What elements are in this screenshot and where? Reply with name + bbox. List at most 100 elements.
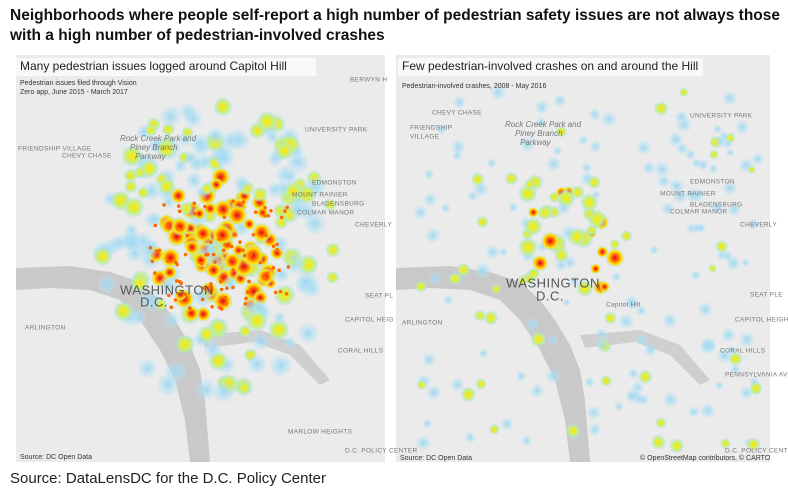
heat-spot: [424, 169, 435, 180]
heat-spot: [144, 123, 158, 137]
title: Neighborhoods where people self-report a…: [10, 7, 781, 44]
place-label: SEAT PL: [365, 293, 393, 300]
heat-dot: [243, 301, 248, 306]
heat-spot: [653, 101, 669, 116]
heat-spot: [527, 267, 540, 281]
heat-spot: [288, 198, 309, 219]
place-label: COLMAR MANOR: [670, 209, 727, 216]
heat-spot: [190, 133, 210, 153]
heat-spot: [562, 298, 571, 307]
heat-spot: [536, 117, 547, 127]
heat-spot: [552, 146, 563, 156]
heat-spot: [178, 133, 192, 147]
heat-spot: [609, 239, 621, 250]
heat-spot: [478, 349, 488, 359]
heat-dot: [174, 279, 179, 283]
heat-spot: [203, 201, 217, 216]
heat-spot: [620, 230, 633, 242]
heat-dot: [208, 240, 213, 244]
heat-spot: [474, 309, 486, 322]
heat-spot: [214, 147, 235, 169]
heat-spot: [252, 299, 268, 316]
map-subtitle: Zero app, June 2015 - March 2017: [20, 89, 128, 96]
heat-spot: [184, 239, 200, 256]
heat-spot: [174, 334, 195, 355]
heat-dot: [275, 242, 279, 247]
heading-bg: [398, 58, 703, 76]
heat-spot: [735, 120, 750, 135]
heat-spot: [661, 202, 675, 216]
heat-dot: [265, 271, 270, 275]
heat-dot: [211, 252, 216, 257]
heat-spot: [451, 139, 466, 154]
heat-spot: [452, 150, 463, 161]
heat-spot: [567, 227, 587, 247]
heat-dot: [179, 281, 184, 285]
heat-spot: [123, 196, 145, 218]
heat-dot: [249, 253, 253, 257]
heat-spot: [668, 131, 684, 147]
heat-spot: [708, 264, 717, 273]
heat-spot: [441, 203, 451, 214]
heat-spot: [599, 281, 610, 293]
heat-dot: [224, 301, 228, 306]
heat-dot: [175, 262, 180, 267]
heat-dot: [173, 298, 178, 302]
map-heading: Many pedestrian issues logged around Cap…: [20, 59, 287, 73]
heat-spot: [242, 244, 264, 267]
heat-spot: [719, 438, 731, 449]
heat-spot: [136, 186, 150, 199]
heat-spot: [520, 137, 535, 152]
heat-spot: [633, 393, 645, 404]
heat-spot: [709, 149, 719, 160]
heat-spot: [523, 217, 543, 236]
heat-dot: [238, 240, 242, 244]
heat-dot: [271, 244, 276, 248]
heat-dot: [204, 253, 208, 257]
heat-spot: [521, 435, 533, 446]
heat-spot: [163, 312, 180, 329]
heat-dot: [177, 209, 182, 214]
heat-dot: [222, 215, 227, 220]
heat-spot: [183, 109, 203, 128]
place-label: D.C.: [140, 294, 168, 309]
heat-spot: [708, 163, 719, 174]
heat-dot: [229, 244, 234, 249]
heat-spot: [721, 327, 736, 343]
heat-spot: [725, 148, 735, 157]
heat-dot: [210, 304, 214, 309]
place-label: BLADENSBURG: [312, 201, 364, 208]
heat-spot: [323, 198, 337, 211]
heat-spot: [295, 270, 318, 293]
heat-spot: [624, 295, 638, 309]
heat-spot: [203, 340, 222, 359]
heat-spot: [614, 401, 624, 411]
heat-spot: [123, 233, 142, 251]
heat-spot: [654, 161, 670, 178]
heat-spot: [554, 259, 567, 272]
heat-spot: [545, 369, 561, 384]
heat-spot: [228, 129, 250, 151]
heat-spot: [728, 352, 743, 366]
heat-dot: [162, 203, 166, 207]
heat-spot: [649, 245, 659, 255]
heat-spot: [193, 207, 206, 220]
place-label: Rock Creek Park and: [120, 134, 197, 143]
heat-dot: [153, 271, 157, 275]
heat-spot: [555, 125, 567, 138]
heat-dot: [266, 214, 271, 218]
heat-spot: [587, 175, 601, 189]
place-label: D.C. POLICY CENTER: [725, 448, 788, 455]
place-label: CAPITOL HEIGHT: [735, 317, 788, 324]
heat-spot: [527, 207, 539, 218]
heat-spot: [697, 159, 709, 171]
heat-dot: [271, 265, 276, 270]
heat-spot: [696, 222, 707, 233]
heat-spot: [425, 228, 441, 243]
heat-dot: [218, 279, 223, 284]
heat-spot: [275, 180, 291, 195]
place-label: CHEVERLY: [355, 222, 392, 229]
heat-spot: [587, 405, 601, 420]
heat-spot: [596, 245, 609, 258]
heat-dot: [188, 306, 192, 310]
